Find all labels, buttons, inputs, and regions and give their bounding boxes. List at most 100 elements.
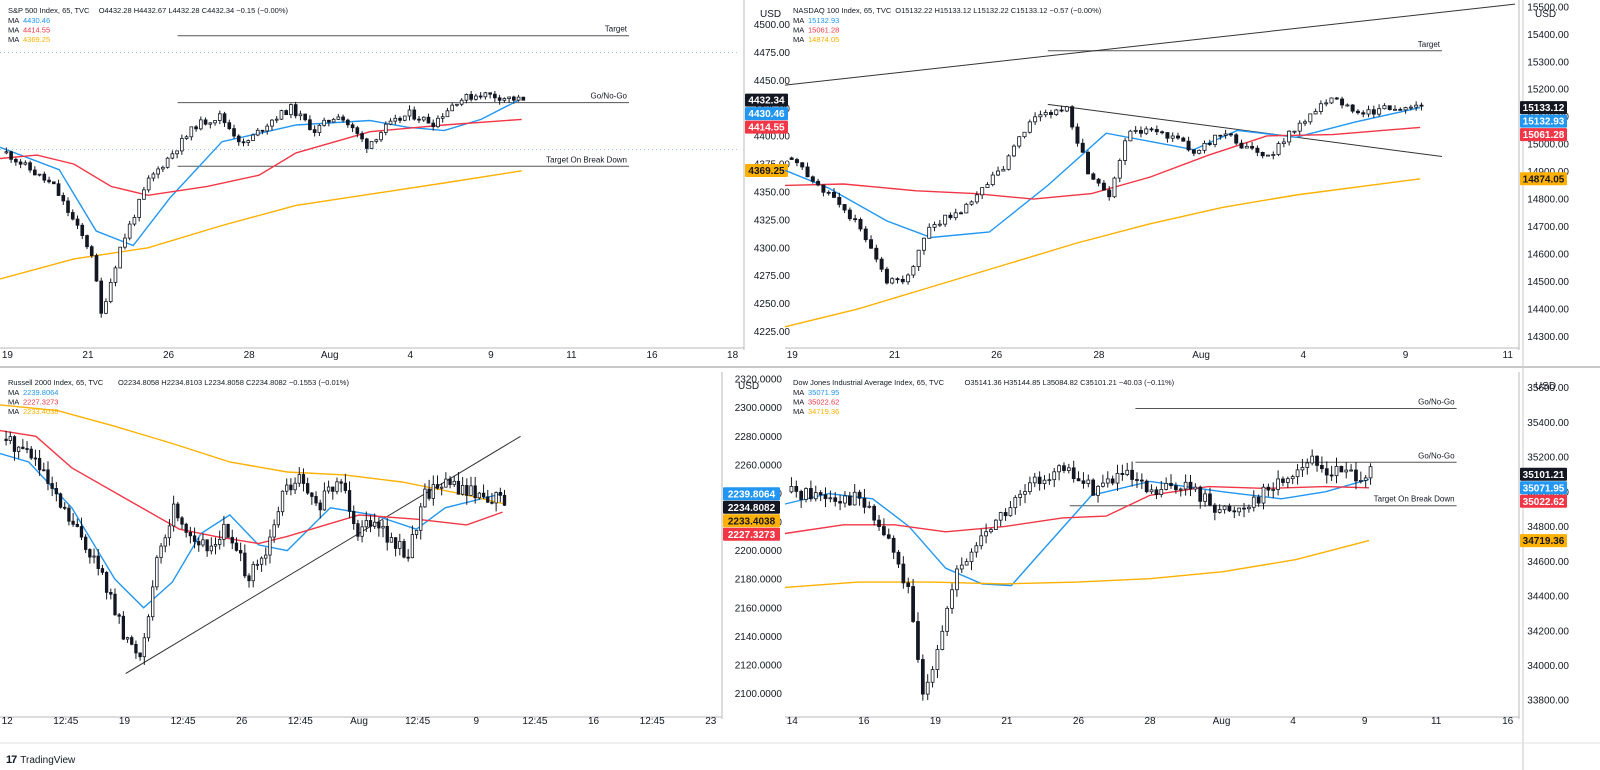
ma-line-3 (0, 170, 522, 280)
candle (85, 234, 89, 250)
candle (1008, 500, 1013, 517)
candle-body (794, 159, 799, 164)
candle-body (298, 113, 303, 117)
x-tick-label: 9 (1403, 350, 1409, 361)
candle (1234, 133, 1239, 146)
candle (497, 94, 502, 105)
candle (75, 518, 79, 528)
candle-body (455, 103, 459, 106)
price-tag: 2227.3273 (723, 527, 780, 541)
candle (146, 175, 151, 193)
candle-body (959, 212, 963, 215)
candle (134, 640, 138, 659)
price-tag-text: 2234.8082 (728, 503, 776, 514)
candle-body (1144, 128, 1149, 134)
candle-body (402, 541, 406, 558)
candle (369, 140, 374, 149)
candle-body (247, 575, 251, 582)
ma-legend-label: MA (793, 35, 804, 44)
currency-label: USD (760, 9, 781, 20)
chart-panel-2: 15500.0015400.0015300.0015200.0015100.00… (784, 0, 1569, 361)
candle-body (1193, 486, 1198, 490)
candle-body (980, 187, 985, 196)
candle-body (900, 278, 905, 283)
candle-body (1115, 472, 1120, 484)
candle (989, 527, 993, 534)
price-tag: 4430.46 (745, 107, 788, 121)
candle (70, 209, 75, 221)
candle-body (452, 480, 456, 485)
candle (155, 555, 159, 591)
candle (925, 674, 930, 700)
y-tick-label: 2260.0000 (735, 460, 783, 471)
candle-body (852, 491, 857, 506)
ma-legend-value: 2239.8064 (23, 388, 58, 397)
candle (490, 492, 494, 505)
candle-body (1139, 479, 1144, 482)
candle (477, 491, 482, 500)
tradingview-footer[interactable]: 17 TradingView (6, 753, 75, 767)
candle (1096, 484, 1100, 503)
candle-body (280, 490, 285, 513)
candle-body (421, 116, 426, 121)
y-tick-label: 15000.00 (1527, 140, 1569, 151)
candle (388, 118, 393, 126)
candle (964, 558, 969, 566)
candle (61, 192, 66, 205)
ma-legend-label: MA (793, 388, 804, 397)
candle (1062, 462, 1066, 474)
candle (305, 477, 310, 495)
y-tick-label: 4300.00 (754, 243, 791, 254)
trend-line (1047, 103, 1443, 158)
candle (398, 533, 402, 556)
candle-body (350, 124, 355, 129)
ma-line-1 (0, 452, 503, 609)
level-label: Target (605, 25, 628, 34)
candle-body (12, 436, 17, 452)
candle-body (810, 176, 815, 182)
ma-legend-label: MA (793, 26, 804, 35)
candle (360, 520, 364, 543)
candle-body (1281, 478, 1285, 483)
candle-body (1344, 469, 1349, 473)
price-tag-bg (745, 120, 788, 134)
candle (1144, 126, 1149, 136)
candle-body (222, 113, 227, 124)
candle (279, 109, 284, 120)
candle-body (1318, 103, 1323, 112)
candle-body (837, 196, 842, 205)
candle-body (84, 536, 88, 550)
x-tick-label: 14 (787, 716, 799, 727)
candle (847, 207, 852, 221)
candle (1047, 473, 1052, 485)
candle (998, 511, 1003, 527)
candle-body (159, 545, 163, 558)
candle (789, 477, 794, 494)
candle (1154, 486, 1159, 500)
candle-body (1043, 112, 1048, 116)
level-label: Go/No-Go (1418, 397, 1455, 406)
candle (1295, 463, 1300, 485)
candle (833, 492, 838, 507)
candle-body (99, 280, 104, 314)
candle (448, 476, 452, 489)
candle (46, 461, 50, 491)
candle-body (1006, 155, 1011, 170)
price-tag-text: 35022.62 (1523, 497, 1565, 508)
candle-body (238, 549, 243, 554)
y-tick-label: 14500.00 (1527, 277, 1569, 288)
candle-body (226, 523, 230, 538)
candle-body (1149, 128, 1154, 131)
candle (818, 490, 823, 502)
candle (113, 265, 118, 287)
candle-body (920, 659, 925, 695)
candle-body (809, 488, 813, 500)
candle-body (1377, 108, 1382, 115)
candle (23, 160, 28, 166)
candle-body (1295, 469, 1300, 478)
candle-body (974, 194, 979, 203)
candle-body (364, 520, 368, 528)
candle (1032, 472, 1037, 488)
candle (921, 237, 926, 255)
y-tick-label: 4325.00 (754, 215, 791, 226)
